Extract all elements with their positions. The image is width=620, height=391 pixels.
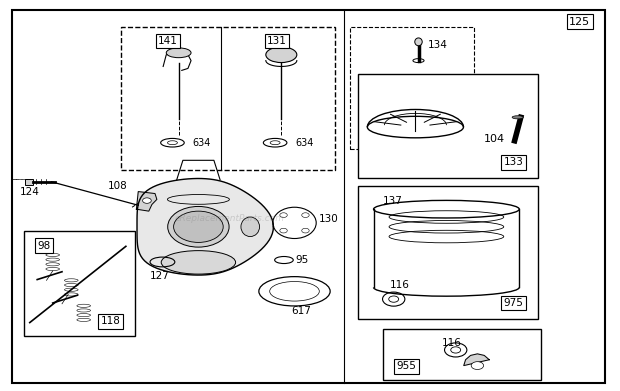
Circle shape	[174, 211, 223, 242]
Polygon shape	[136, 192, 157, 211]
Circle shape	[471, 362, 484, 369]
Text: 141: 141	[158, 36, 178, 46]
Ellipse shape	[167, 206, 229, 247]
FancyBboxPatch shape	[350, 27, 474, 149]
Text: 116: 116	[389, 280, 409, 291]
Circle shape	[302, 228, 309, 233]
Circle shape	[280, 213, 287, 217]
Text: 127: 127	[149, 271, 169, 281]
Text: 124: 124	[20, 187, 40, 197]
Text: 955: 955	[397, 361, 417, 371]
Text: 975: 975	[503, 298, 523, 308]
Ellipse shape	[161, 251, 236, 274]
Circle shape	[302, 213, 309, 217]
Text: 634: 634	[192, 138, 211, 149]
Text: 104: 104	[484, 134, 505, 144]
Text: 617: 617	[291, 306, 311, 316]
Text: 98: 98	[37, 240, 51, 251]
Ellipse shape	[166, 48, 191, 57]
Text: 130: 130	[319, 214, 339, 224]
Ellipse shape	[266, 47, 297, 63]
Text: 137: 137	[383, 196, 403, 206]
FancyBboxPatch shape	[24, 231, 135, 336]
Text: 125: 125	[569, 16, 590, 27]
FancyBboxPatch shape	[12, 10, 604, 383]
FancyBboxPatch shape	[121, 27, 335, 170]
Text: 134: 134	[428, 40, 448, 50]
Text: 116: 116	[441, 338, 461, 348]
Circle shape	[143, 198, 151, 203]
Polygon shape	[464, 354, 489, 366]
FancyBboxPatch shape	[358, 186, 538, 319]
Ellipse shape	[512, 116, 523, 119]
Text: 131: 131	[267, 36, 287, 46]
Text: 118: 118	[100, 316, 120, 326]
Ellipse shape	[415, 38, 422, 46]
Text: 108: 108	[107, 181, 127, 191]
Text: 634: 634	[295, 138, 313, 149]
Text: 133: 133	[503, 157, 523, 167]
FancyBboxPatch shape	[383, 329, 541, 380]
Ellipse shape	[241, 217, 260, 237]
FancyBboxPatch shape	[358, 74, 538, 178]
Bar	[25, 179, 33, 185]
Circle shape	[280, 228, 287, 233]
Text: 95: 95	[295, 255, 308, 265]
Text: eReplacementParts.com: eReplacementParts.com	[174, 214, 285, 224]
Polygon shape	[137, 179, 273, 275]
